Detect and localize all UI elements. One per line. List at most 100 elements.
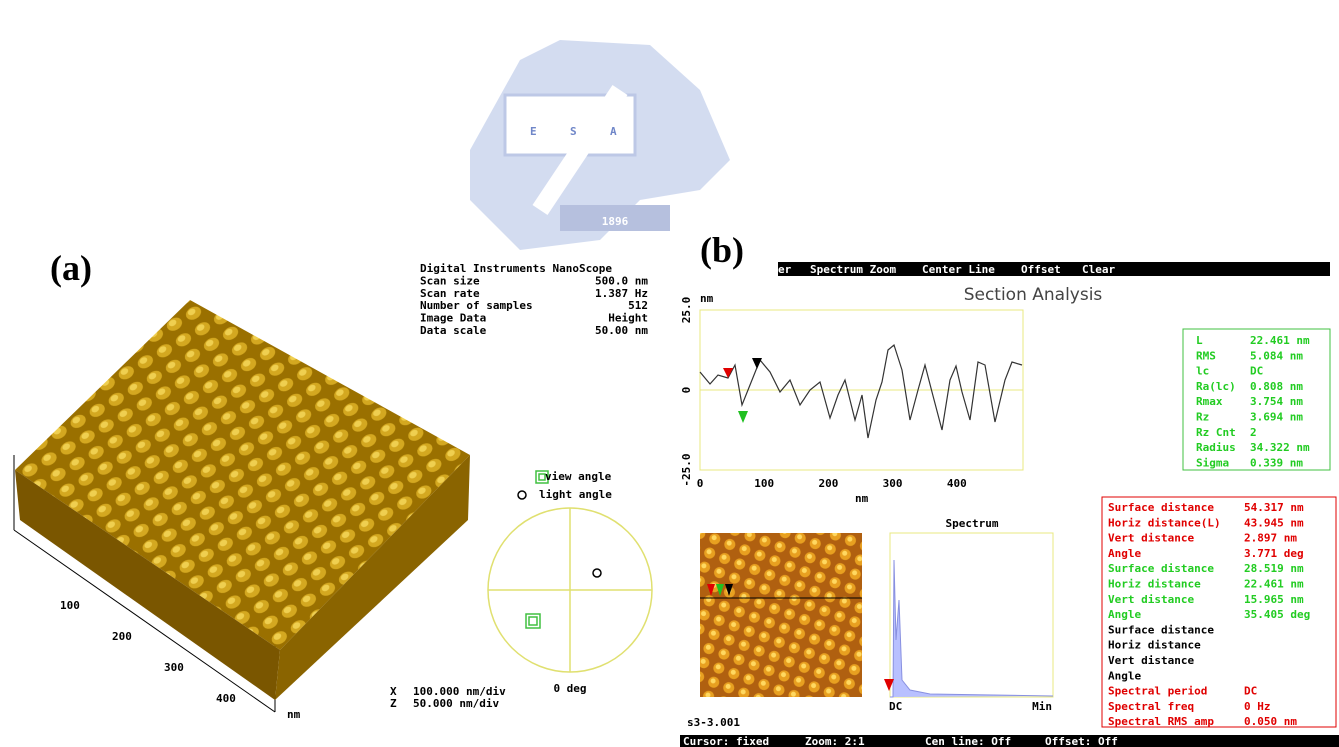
logo bbox=[470, 40, 730, 250]
status-item: Cursor: fixed bbox=[683, 735, 769, 747]
stat-value: 2 bbox=[1250, 426, 1257, 439]
stats-box bbox=[1182, 328, 1331, 471]
info-value: 1.387 Hz bbox=[595, 287, 648, 300]
stat-name: lc bbox=[1196, 365, 1209, 378]
stat-name: Rz bbox=[1196, 411, 1209, 424]
x-unit: nm bbox=[855, 492, 869, 505]
stat-value: 34.322 nm bbox=[1250, 441, 1310, 454]
axis-tick: 300 bbox=[164, 661, 184, 674]
status-item: Cen line: Off bbox=[925, 735, 1011, 747]
measures-box bbox=[1101, 496, 1337, 728]
axis-tick: 400 bbox=[216, 692, 236, 705]
y-unit: nm bbox=[700, 292, 714, 305]
stat-value: 0.808 nm bbox=[1250, 380, 1303, 393]
measure-name: Horiz distance(L) bbox=[1108, 516, 1221, 529]
stat-name: Sigma bbox=[1196, 456, 1229, 469]
measure-name: Surface distance bbox=[1108, 501, 1214, 514]
x-tick-label: 0 bbox=[697, 477, 704, 490]
measure-value: 28.519 nm bbox=[1244, 562, 1304, 575]
stat-value: 3.694 nm bbox=[1250, 411, 1303, 424]
measure-name: Horiz distance bbox=[1108, 639, 1201, 652]
measure-name: Surface distance bbox=[1108, 562, 1214, 575]
measure-name: Spectral RMS amp bbox=[1108, 715, 1214, 728]
info-key: Data scale bbox=[420, 324, 487, 337]
info-value: 500.0 nm bbox=[595, 274, 648, 287]
logo-letter: A bbox=[610, 125, 617, 138]
logo-year: 1896 bbox=[602, 215, 629, 228]
thumbnail bbox=[700, 533, 862, 697]
panel-label: (a) bbox=[50, 248, 92, 288]
status-item: Zoom: 2:1 bbox=[805, 735, 865, 747]
status-item: Offset: Off bbox=[1045, 735, 1118, 747]
measure-name: Vert distance bbox=[1108, 654, 1194, 667]
measure-name: Angle bbox=[1108, 547, 1141, 560]
info-key: Scan rate bbox=[420, 287, 480, 300]
menu-item[interactable]: Offset bbox=[1021, 263, 1061, 276]
axis-tick: 200 bbox=[112, 630, 132, 643]
menu-item[interactable]: Clear bbox=[1082, 263, 1115, 276]
info-key: Image Data bbox=[420, 312, 486, 325]
spectrum-frame bbox=[889, 532, 1054, 698]
spectrum-x: DC bbox=[889, 700, 902, 713]
y-tick-label: 0 bbox=[680, 387, 693, 394]
info-value: 512 bbox=[628, 299, 648, 312]
measure-name: Angle bbox=[1108, 608, 1141, 621]
measure-name: Vert distance bbox=[1108, 593, 1194, 606]
stat-name: L bbox=[1196, 334, 1203, 347]
filename: s3-3.001 bbox=[687, 716, 740, 729]
surface-3d bbox=[13, 300, 470, 713]
axis-unit: nm bbox=[287, 708, 301, 721]
measure-name: Angle bbox=[1108, 669, 1141, 682]
spectrum bbox=[890, 559, 1054, 698]
profile bbox=[699, 343, 1023, 439]
stat-value: DC bbox=[1250, 365, 1263, 378]
legend-item: light angle bbox=[539, 488, 612, 501]
info-key: Digital Instruments NanoScope bbox=[420, 262, 612, 275]
info-value: 50.00 nm bbox=[595, 324, 648, 337]
stat-value: 0.339 nm bbox=[1250, 456, 1303, 469]
info-key: Scan size bbox=[420, 274, 480, 287]
spectrum-title: Spectrum bbox=[946, 517, 999, 530]
menu-bar bbox=[778, 262, 1330, 276]
stat-value: 5.084 nm bbox=[1250, 349, 1303, 362]
measure-value: 54.317 nm bbox=[1244, 501, 1304, 514]
scale-axis: X bbox=[390, 685, 397, 698]
measure-value: 0 Hz bbox=[1244, 700, 1271, 713]
measure-name: Vert distance bbox=[1108, 532, 1194, 545]
measure-value: 22.461 nm bbox=[1244, 578, 1304, 591]
stat-name: RMS bbox=[1196, 349, 1216, 362]
measure-value: 0.050 nm bbox=[1244, 715, 1297, 728]
scale-axis: Z bbox=[390, 697, 397, 710]
measure-name: Spectral freq bbox=[1108, 700, 1194, 713]
orientation bbox=[487, 470, 653, 673]
markers bbox=[723, 358, 762, 423]
stat-name: Rz Cnt bbox=[1196, 426, 1236, 439]
status-bar bbox=[680, 735, 1339, 747]
axis-tick: 100 bbox=[60, 599, 80, 612]
stat-name: Ra(lc) bbox=[1196, 380, 1236, 393]
title: Section Analysis bbox=[964, 285, 1103, 305]
panel-label: (b) bbox=[700, 230, 744, 270]
measure-value: DC bbox=[1244, 685, 1257, 698]
menu-item[interactable]: Center Line bbox=[922, 263, 995, 276]
menu-item[interactable]: Spectrum Zoom bbox=[810, 263, 896, 276]
x-tick-label: 200 bbox=[818, 477, 838, 490]
stat-name: Radius bbox=[1196, 441, 1236, 454]
x-tick-label: 400 bbox=[947, 477, 967, 490]
y-tick-label: 25.0 bbox=[680, 297, 693, 324]
info-value: Height bbox=[608, 312, 648, 325]
measure-name: Surface distance bbox=[1108, 623, 1214, 636]
logo-letter: E bbox=[530, 125, 537, 138]
measure-value: 35.405 deg bbox=[1244, 608, 1310, 621]
logo-letter: S bbox=[570, 125, 577, 138]
spectrum-x: Min bbox=[1032, 700, 1052, 713]
measure-value: 43.945 nm bbox=[1244, 516, 1304, 529]
stat-value: 3.754 nm bbox=[1250, 395, 1303, 408]
menu-item[interactable]: er bbox=[778, 263, 792, 276]
measure-value: 3.771 deg bbox=[1244, 547, 1304, 560]
stat-name: Rmax bbox=[1196, 395, 1223, 408]
x-tick-label: 100 bbox=[754, 477, 774, 490]
y-tick-label: -25.0 bbox=[680, 453, 693, 486]
scale-value: 100.000 nm/div bbox=[413, 685, 506, 698]
